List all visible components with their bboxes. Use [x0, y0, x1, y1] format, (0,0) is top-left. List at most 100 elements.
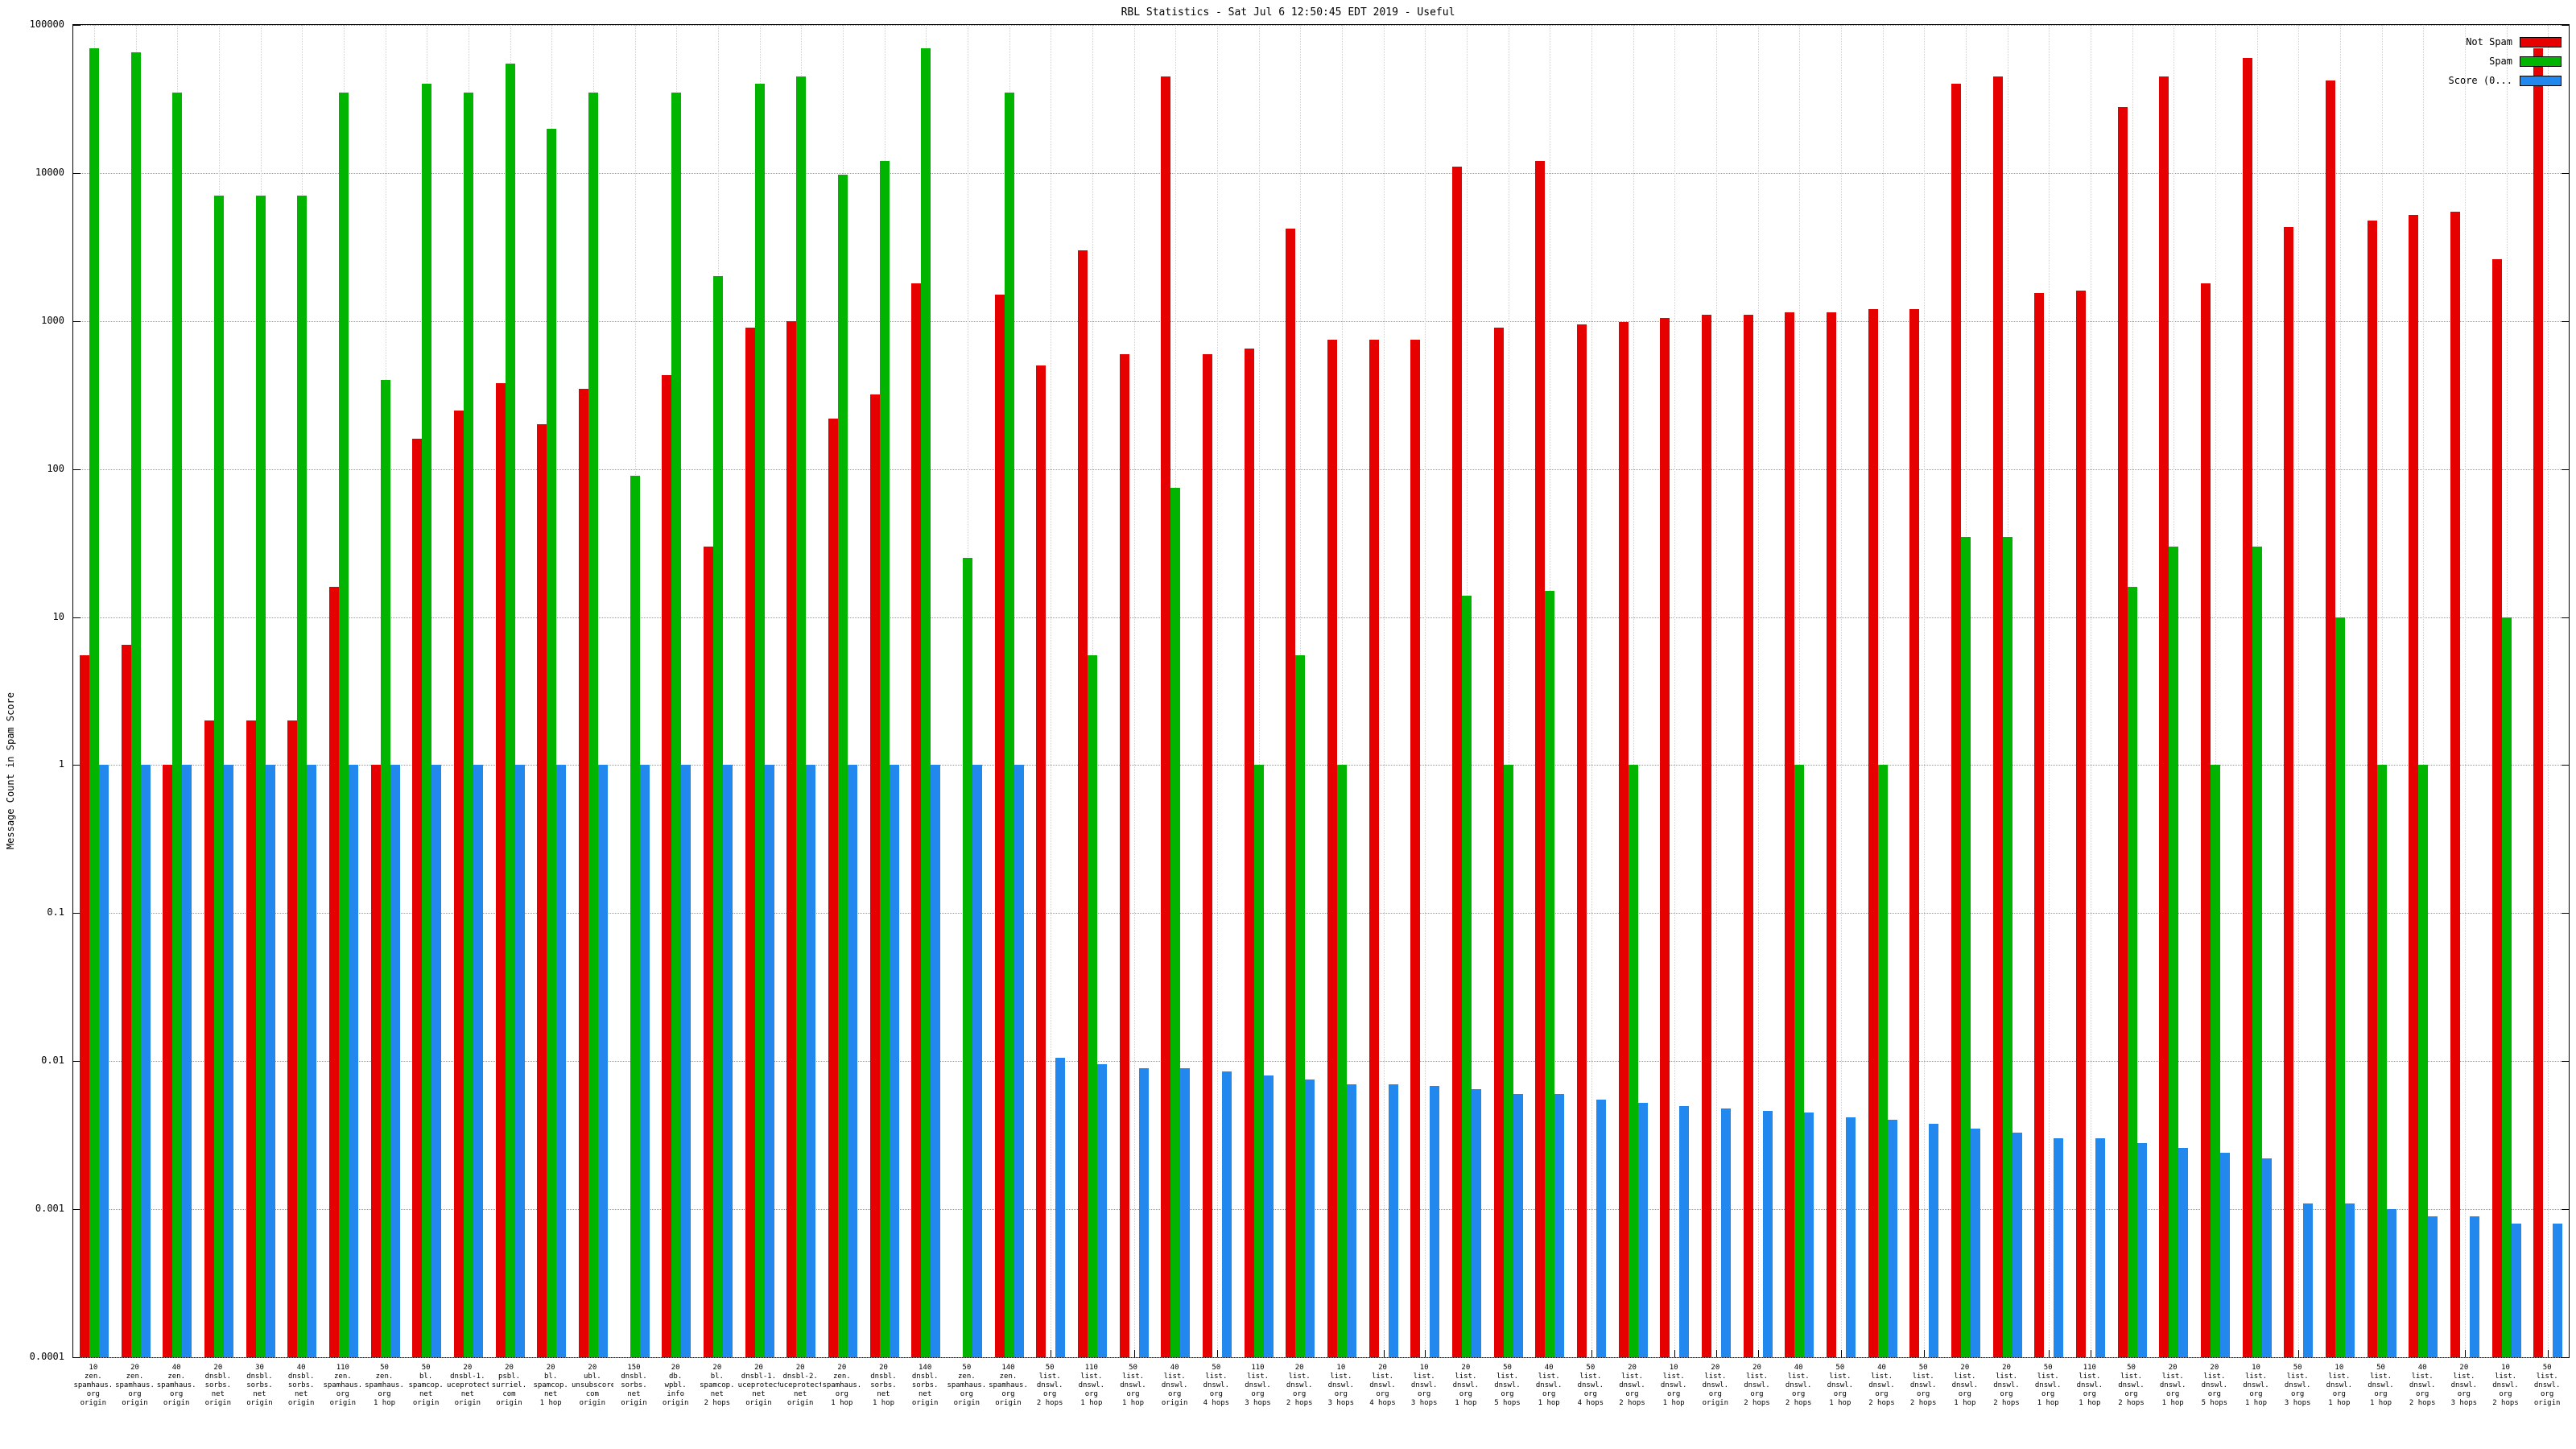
x-label-line: uceprotect.: [447, 1381, 489, 1389]
x-label-line: 1 hop: [831, 1399, 853, 1407]
bar-score-0-: [597, 765, 608, 1357]
bar-spam: [255, 196, 266, 1357]
x-label-line: dnsbl.: [911, 1373, 939, 1381]
x-label-line: net: [253, 1390, 266, 1398]
x-label-line: dnsbl.: [870, 1373, 897, 1381]
x-label-line: list.: [1496, 1373, 1519, 1381]
x-label-line: 10: [89, 1364, 98, 1372]
bar-score-0-: [764, 765, 774, 1357]
x-label-line: 2 hops: [1868, 1399, 1895, 1407]
x-label-line: origin: [204, 1399, 232, 1407]
x-label-line: 20: [837, 1364, 847, 1372]
bar-spam: [2501, 617, 2512, 1357]
x-label-line: dnswl.: [1868, 1381, 1895, 1389]
v-gridline: [1757, 25, 1759, 1357]
bar-not-spam: [828, 418, 838, 1357]
x-label-line: origin: [786, 1399, 814, 1407]
x-label-line: dnsbl-1.: [450, 1373, 485, 1381]
x-category-label: 20 psbl. surriel. com origin: [489, 1364, 530, 1408]
v-gridline: [1882, 25, 1884, 1357]
bar-spam: [2169, 546, 2179, 1357]
x-label-line: 20: [2210, 1364, 2219, 1372]
x-label-line: org: [2124, 1390, 2138, 1398]
bar-score-0-: [1180, 1067, 1191, 1357]
bar-not-spam: [370, 765, 381, 1357]
x-label-line: com: [585, 1390, 599, 1398]
x-label-line: dnswl.: [2284, 1381, 2311, 1389]
y-tick-label: 1000: [41, 314, 64, 326]
y-tick-mark: [2562, 172, 2569, 174]
bar-score-0-: [1596, 1099, 1606, 1357]
x-label-line: net: [544, 1390, 558, 1398]
x-label-line: dnswl.: [1120, 1381, 1146, 1389]
x-label-line: dnswl.: [2533, 1381, 2561, 1389]
x-category-label: 140 zen. spamhaus. org origin: [988, 1364, 1030, 1408]
y-tick-label: 0.01: [41, 1055, 64, 1067]
x-category-label: 20 zen. spamhaus. org 1 hop: [821, 1364, 863, 1408]
bar-not-spam: [1368, 339, 1379, 1357]
x-category-label: 50 list. dnswl. org 2 hops: [1902, 1364, 1944, 1408]
bar-not-spam: [911, 283, 922, 1357]
x-label-line: dnsbl.: [246, 1373, 273, 1381]
bar-score-0-: [140, 765, 151, 1357]
bar-spam: [1461, 595, 1472, 1357]
h-gridline: [73, 765, 2569, 766]
y-tick-label: 10000: [35, 166, 64, 178]
x-label-line: 20: [1461, 1364, 1471, 1372]
bar-spam: [130, 52, 141, 1357]
x-label-line: 1 hop: [2369, 1399, 2392, 1407]
x-label-line: origin: [329, 1399, 357, 1407]
y-tick-mark: [73, 617, 80, 618]
y-tick-mark: [2562, 469, 2569, 470]
x-label-line: 5 hops: [1494, 1399, 1521, 1407]
x-label-line: wpbl.: [664, 1381, 687, 1389]
v-gridline: [1341, 25, 1343, 1357]
x-label-line: 140: [1001, 1364, 1015, 1372]
x-label-line: 3 hops: [1410, 1399, 1438, 1407]
x-label-line: list.: [1995, 1373, 2018, 1381]
x-label-line: psbl.: [497, 1373, 521, 1381]
x-label-line: 2 hops: [1993, 1399, 2020, 1407]
x-category-label: 50 list. dnswl. org 3 hops: [2277, 1364, 2318, 1408]
x-label-line: 10: [1419, 1364, 1429, 1372]
x-label-line: list.: [1954, 1373, 1976, 1381]
bar-not-spam: [1202, 353, 1212, 1357]
x-label-line: dnswl.: [1078, 1381, 1105, 1389]
x-tick-mark: [1757, 1350, 1759, 1357]
x-label-line: 3 hops: [2284, 1399, 2311, 1407]
bar-score-0-: [1346, 1084, 1356, 1357]
x-label-line: org: [2416, 1390, 2429, 1398]
x-label-line: 20: [1294, 1364, 1304, 1372]
bar-score-0-: [681, 765, 691, 1357]
bar-spam: [1087, 655, 1097, 1357]
v-gridline: [1133, 25, 1135, 1357]
h-gridline: [73, 172, 2569, 174]
x-label-line: org: [960, 1390, 973, 1398]
bar-score-0-: [1720, 1108, 1731, 1357]
bar-not-spam: [703, 546, 713, 1357]
x-label-line: dnswl.: [1161, 1381, 1188, 1389]
h-gridline: [73, 913, 2569, 914]
x-category-label: 10 list. dnswl. org 1 hop: [1653, 1364, 1695, 1408]
bar-not-spam: [745, 328, 755, 1357]
x-label-line: sorbs.: [870, 1381, 897, 1389]
y-tick-mark: [2562, 1209, 2569, 1211]
x-label-line: 20: [712, 1364, 722, 1372]
bar-not-spam: [2075, 291, 2086, 1357]
x-label-line: 1 hop: [1121, 1399, 1145, 1407]
legend: Not Spam Spam Score (0...: [2449, 32, 2562, 90]
bar-score-0-: [1388, 1084, 1398, 1357]
bar-not-spam: [1327, 339, 1337, 1357]
x-label-line: dnswl.: [1410, 1381, 1438, 1389]
v-gridline: [1840, 25, 1842, 1357]
x-label-line: spamcop.: [700, 1381, 735, 1389]
bar-score-0-: [431, 765, 442, 1357]
bar-spam: [796, 76, 807, 1357]
x-label-line: 20: [671, 1364, 680, 1372]
x-label-line: spamhaus.: [947, 1381, 987, 1389]
y-axis-tick-labels: 100000 10000 1000 100 10 1 0.1 0.01 0.001 0.0001: [0, 19, 68, 1362]
bar-spam: [380, 379, 390, 1357]
x-label-line: 1 hop: [1954, 1399, 1976, 1407]
bar-score-0-: [2136, 1142, 2147, 1357]
bar-spam: [547, 128, 557, 1357]
